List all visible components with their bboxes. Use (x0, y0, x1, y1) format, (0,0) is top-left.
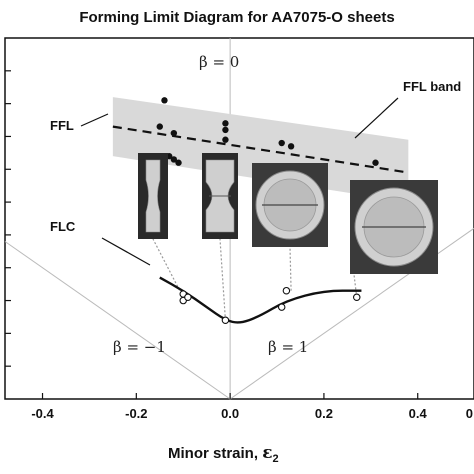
specimen-photo-plane-strain (202, 153, 238, 239)
necking-point-2 (184, 293, 192, 302)
x-tick-label-4: 0.4 (409, 406, 428, 421)
specimen-photos (138, 153, 438, 274)
flc-curve (159, 276, 362, 324)
ffl-band-arrow (354, 97, 399, 139)
flc-curve-group (159, 276, 362, 324)
specimen-link-lines (152, 238, 358, 321)
x-tick-label-0: -0.4 (31, 406, 54, 421)
x-tick-label-3: 0.2 (315, 406, 333, 421)
y-ticks (5, 70, 11, 367)
beta-minus-one-label: β = −1 (113, 338, 166, 356)
ffl-band (112, 97, 409, 203)
plot-frame (4, 37, 474, 400)
ffl-label: FFL (50, 118, 74, 133)
ffl-line-group (112, 125, 409, 174)
ffl-band-label: FFL band (403, 79, 461, 94)
fracture-point-10 (287, 143, 295, 150)
necking-point-5 (282, 286, 291, 295)
chart-title: Forming Limit Diagram for AA7075-O sheet… (79, 9, 394, 26)
fracture-point-1 (156, 123, 163, 130)
specimen-link-2 (289, 246, 292, 291)
fracture-point-8 (222, 136, 229, 143)
fracture-point-7 (222, 126, 229, 134)
fracture-point-11 (372, 159, 379, 166)
x-axis-label: Minor strain, ε2 (168, 443, 279, 465)
fracture-point-5 (170, 156, 178, 163)
specimen-photo-biaxial-1 (252, 163, 328, 247)
ffl-band-group (112, 97, 409, 203)
necking-point-3 (221, 316, 230, 324)
specimen-link-0 (152, 238, 184, 298)
x-tick-label-2: 0.0 (221, 406, 239, 421)
flc-label-arrow (101, 237, 151, 266)
specimen-photo-uniaxial (138, 153, 168, 239)
ffl-line (112, 125, 409, 174)
x-tick-label-edge: 0 (466, 406, 473, 421)
beta-one-label: β = 1 (268, 338, 308, 356)
fracture-point-6 (222, 120, 229, 127)
fracture-point-9 (278, 139, 285, 147)
x-tick-label-1: -0.2 (125, 406, 147, 421)
specimen-photo-biaxial-2 (350, 180, 438, 274)
specimen-link-1 (219, 238, 227, 321)
beta-zero-label: β = 0 (199, 53, 239, 71)
necking-point-6 (352, 293, 361, 302)
fracture-point-0 (161, 97, 168, 104)
x-ticks: -0.4 -0.2 0.0 0.2 0.4 0 (31, 393, 473, 421)
ffl-label-arrow (80, 113, 109, 127)
fracture-point-4 (175, 159, 182, 166)
fracture-point-2 (170, 129, 178, 137)
ref-line-0 (4, 241, 231, 400)
necking-point-4 (277, 303, 286, 311)
flc-label: FLC (50, 219, 76, 234)
